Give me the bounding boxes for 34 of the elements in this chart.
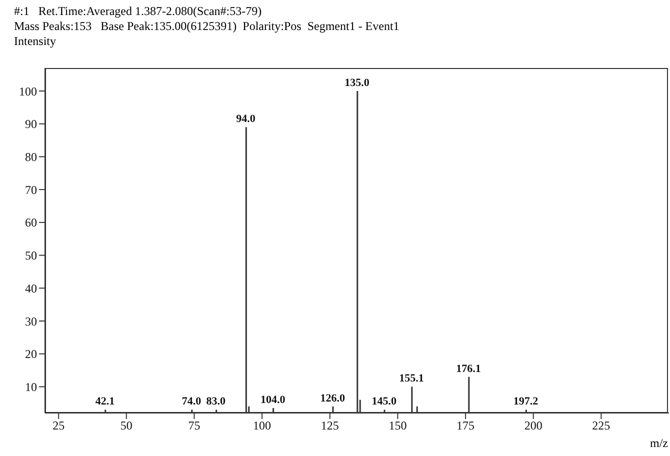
y-axis-title: Intensity (14, 34, 56, 49)
annotation: 135.0 (344, 77, 370, 89)
annotation: 104.0 (260, 394, 286, 406)
annotation: 74.0 (182, 396, 202, 408)
x-tick-label: 25 (52, 418, 65, 433)
x-tick-label: 75 (188, 418, 200, 433)
x-tick-label: 50 (120, 418, 132, 433)
chart-title: #:1 Ret.Time:Averaged 1.387-2.080(Scan#:53-79) (14, 4, 262, 19)
annotation: 94.0 (236, 113, 256, 126)
chart-subtitle: Mass Peaks:153 Base Peak:135.00(6125391) Polarity:Pos Segment1 - Event1 (14, 19, 400, 34)
x-tick-label: 175 (456, 418, 475, 433)
annotation: 42.1 (95, 396, 115, 408)
annotation: 155.1 (399, 372, 424, 385)
annotation: 176.1 (456, 362, 481, 375)
annotation: 83.0 (206, 396, 226, 408)
y-tick-label: 70 (25, 182, 37, 197)
y-tick-label: 90 (25, 117, 37, 132)
y-tick-label: 10 (25, 380, 37, 394)
x-tick-label: 150 (388, 418, 407, 433)
y-tick-label: 40 (25, 281, 37, 296)
y-tick-label: 30 (25, 314, 37, 328)
y-tick-label: 50 (25, 248, 37, 263)
y-tick-label: 20 (25, 347, 37, 362)
x-tick-label: 100 (253, 418, 272, 433)
x-tick-label: 125 (320, 418, 339, 433)
y-tick-label: 80 (25, 150, 37, 164)
y-tick-label: 100 (19, 84, 37, 98)
x-tick-label: 225 (592, 418, 610, 433)
annotation: 197.2 (513, 396, 539, 408)
x-tick-label: 200 (524, 418, 542, 433)
annotation: 145.0 (372, 396, 398, 408)
y-tick-label: 60 (25, 216, 37, 230)
annotation: 126.0 (320, 392, 346, 404)
x-axis-title: m/z (650, 436, 668, 451)
